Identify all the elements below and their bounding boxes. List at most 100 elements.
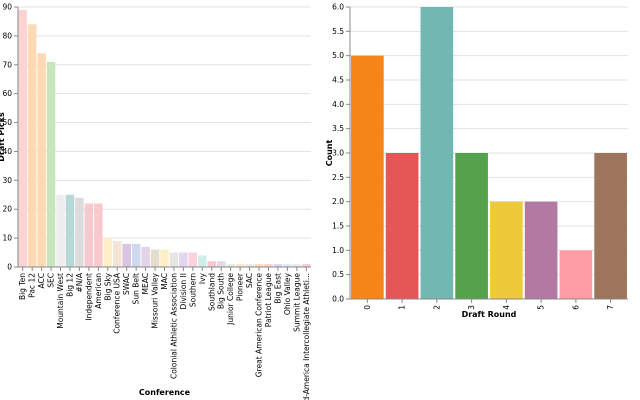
x-tick-label: Southern xyxy=(188,273,197,307)
x-tick-label: Patriot League xyxy=(264,273,273,328)
bar xyxy=(524,201,558,299)
x-tick-label: Summit League xyxy=(292,273,301,332)
y-tick-label: 70 xyxy=(2,60,12,69)
x-tick-label: Big South xyxy=(217,273,226,309)
bar xyxy=(245,264,254,267)
y-tick-label: 90 xyxy=(2,3,12,12)
bar xyxy=(112,241,122,267)
bar xyxy=(141,246,150,267)
y-tick-label: 2.0 xyxy=(332,197,344,206)
y-tick-label: 50 xyxy=(2,118,12,127)
bar xyxy=(18,9,27,268)
x-tick-label: 6 xyxy=(571,305,580,310)
bar xyxy=(594,153,627,299)
bar xyxy=(198,255,207,267)
x-tick-label: Great American Conference xyxy=(255,273,264,378)
bar xyxy=(216,261,226,267)
bar xyxy=(75,197,84,267)
x-tick-label: Big 12 xyxy=(65,273,74,297)
y-tick-label: 4.0 xyxy=(332,100,344,109)
y-tick-label: 0.0 xyxy=(332,295,344,304)
bar xyxy=(385,153,419,299)
bar xyxy=(160,249,169,267)
bar xyxy=(150,249,160,267)
x-tick-label: Big East xyxy=(273,273,282,304)
x-tick-label: Big Sky xyxy=(103,272,112,300)
y-tick-label: 2.5 xyxy=(332,173,344,182)
x-tick-label: 4 xyxy=(502,305,511,310)
x-tick-label: Pac 12 xyxy=(28,273,37,298)
x-tick-label: 5 xyxy=(537,305,546,310)
y-tick-label: 6.0 xyxy=(332,3,344,12)
x-tick-label: 3 xyxy=(467,305,476,310)
x-tick-label: Junior College xyxy=(226,273,235,326)
x-tick-label: American xyxy=(94,273,103,309)
bar xyxy=(273,264,283,267)
x-tick-label: Conference USA xyxy=(113,272,122,334)
bar xyxy=(37,53,46,267)
x-tick-label: SEC xyxy=(47,273,56,288)
x-tick-label: Division II xyxy=(179,273,188,310)
y-tick-label: 30 xyxy=(2,176,12,185)
x-tick-label: Independent xyxy=(84,273,93,321)
bar xyxy=(46,61,56,268)
bar xyxy=(27,24,37,268)
x-tick-label: 1 xyxy=(398,305,407,310)
y-tick-label: 1.0 xyxy=(332,246,344,255)
draft-round-chart: 0.0 0.5 1.0 1.5 2.0 2.5 3.0 3.5 4.0 4.5 5.0 5.5 6.0 0… xyxy=(325,3,628,319)
x-tick-label: Mountain West xyxy=(56,273,65,329)
x-axis-title: Conference xyxy=(139,388,191,397)
x-tick-label: Big Ten xyxy=(18,273,27,300)
bar xyxy=(103,238,113,267)
x-tick-label: MEAC xyxy=(141,273,150,294)
x-tick-label: MAC xyxy=(160,273,169,290)
x-tick-label: Colonial Athletic Association xyxy=(169,273,178,379)
x-tick-label: Southland xyxy=(207,273,216,311)
bar xyxy=(188,252,198,267)
bar xyxy=(351,55,384,299)
bar xyxy=(84,203,94,267)
x-tick-label: 2 xyxy=(432,305,441,310)
bar xyxy=(292,264,302,267)
bar xyxy=(264,264,273,267)
bar xyxy=(455,153,488,299)
y-tick-label: 5.5 xyxy=(332,27,344,36)
y-tick-label: 3.5 xyxy=(332,124,344,133)
bar xyxy=(302,264,311,267)
bar xyxy=(490,201,523,299)
conference-chart: 0 10 20 30 40 50 60 70 80 90 Big Ten Pac 12 ACC SEC Mo… xyxy=(0,3,311,400)
bar xyxy=(235,264,245,267)
bar xyxy=(94,203,103,267)
x-tick-label: Missouri Valley xyxy=(151,272,160,328)
bar xyxy=(254,264,264,267)
y-axis-title: Count xyxy=(325,140,334,167)
bar xyxy=(65,194,75,267)
bar xyxy=(207,261,217,267)
y-tick-label: 4.5 xyxy=(332,76,344,85)
y-tick-label: 0 xyxy=(7,263,12,272)
x-tick-label: Pioneer xyxy=(236,272,245,301)
x-tick-label: 7 xyxy=(606,305,615,310)
x-tick-label: Sun Belt xyxy=(132,273,141,304)
x-tick-label: #N/A xyxy=(75,272,84,292)
x-tick-label: Ivy xyxy=(198,272,207,284)
bar xyxy=(131,243,141,267)
y-tick-label: 1.5 xyxy=(332,222,344,231)
y-tick-label: 40 xyxy=(2,147,12,156)
x-tick-label: Ohio Valley xyxy=(283,272,292,315)
bar xyxy=(122,243,131,267)
y-tick-label: 80 xyxy=(2,31,12,40)
y-tick-label: 5.0 xyxy=(332,51,344,60)
bar xyxy=(283,264,292,267)
y-tick-label: 20 xyxy=(2,205,12,214)
x-axis-title: Draft Round xyxy=(462,310,517,319)
x-tick-label: Mid-America Intercollegiate Athleti... xyxy=(302,273,311,400)
bar xyxy=(559,250,593,299)
x-tick-label: 0 xyxy=(363,305,372,310)
bar xyxy=(179,252,188,267)
bar xyxy=(420,7,454,299)
y-axis-title: Draft Picks xyxy=(0,112,6,162)
x-tick-label: ACC xyxy=(37,273,46,288)
y-tick-label: 60 xyxy=(2,89,12,98)
